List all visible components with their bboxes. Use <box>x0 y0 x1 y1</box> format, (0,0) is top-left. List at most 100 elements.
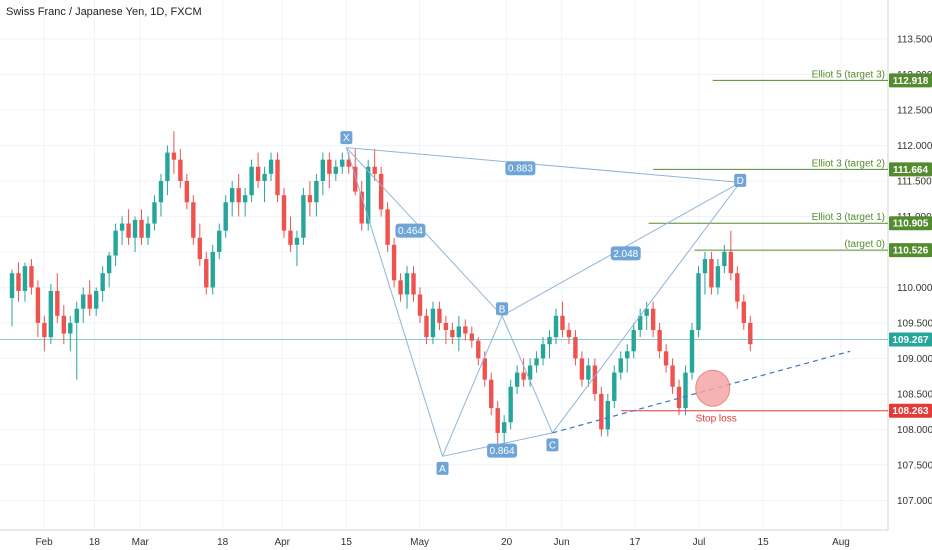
level-price-label: 112.918 <box>893 76 929 87</box>
candle-body <box>547 337 552 345</box>
pattern-point-label: B <box>499 304 506 315</box>
candle-body <box>229 188 235 203</box>
candle <box>61 305 67 345</box>
candle-body <box>501 422 507 433</box>
time-axis: Feb 18 Mar 18 Apr 15 May 20 Jun 17 Jul 15 Aug <box>35 537 849 548</box>
candle-body <box>55 290 60 316</box>
candle <box>68 315 73 352</box>
candle <box>126 209 131 245</box>
candle <box>262 166 267 203</box>
candle-body <box>702 259 708 274</box>
candle-body <box>204 259 209 288</box>
candle-body <box>644 308 649 316</box>
candle-body <box>320 159 326 181</box>
candle-body <box>566 330 572 338</box>
candle <box>22 262 28 302</box>
candle-body <box>184 180 190 203</box>
time-tick-label: 15 <box>758 537 770 548</box>
candle <box>650 301 656 338</box>
time-tick-label: May <box>410 537 429 548</box>
candle-body <box>61 315 67 334</box>
pattern-point-label: A <box>439 464 446 475</box>
candle <box>385 202 390 252</box>
level-price-badge <box>889 216 932 231</box>
candle-body <box>16 273 21 291</box>
price-tick-label: 110.000 <box>897 283 932 294</box>
candle-body <box>307 195 313 203</box>
price-tick-label: 109.000 <box>897 354 932 365</box>
candle <box>378 166 384 217</box>
candle <box>184 173 190 210</box>
level-label: Elliot 3 (target 1) <box>812 212 885 223</box>
candle <box>514 365 520 394</box>
candle <box>489 372 494 416</box>
candle <box>728 230 734 281</box>
level-price-label: 111.664 <box>893 165 928 176</box>
candle <box>81 287 86 323</box>
candle <box>644 301 649 330</box>
candle-body <box>9 273 15 299</box>
candle <box>670 358 675 394</box>
candle <box>715 259 721 295</box>
candle <box>236 173 241 217</box>
candle-body <box>223 202 228 231</box>
pattern-point-label: C <box>549 440 556 451</box>
candle-body <box>625 351 630 359</box>
candle <box>689 322 695 380</box>
candle <box>294 230 300 267</box>
candle-body <box>553 315 559 338</box>
level-price-badge <box>889 162 932 177</box>
price-tick-label: 108.000 <box>897 425 932 436</box>
candle <box>553 308 559 345</box>
ratio-label: 0.864 <box>490 446 515 457</box>
candle-body <box>171 152 177 160</box>
candle-body <box>288 230 293 245</box>
candle-body <box>48 290 54 338</box>
candle <box>450 322 455 345</box>
candle-body <box>728 251 734 274</box>
ratio-badge <box>395 223 426 238</box>
candle-body <box>463 326 468 334</box>
candle <box>87 280 92 316</box>
candle <box>35 280 41 338</box>
candle-body <box>301 195 306 238</box>
candle <box>547 330 552 359</box>
candle <box>735 266 740 309</box>
candle-body <box>372 166 377 174</box>
candle-body <box>560 315 565 330</box>
candle-body <box>152 202 157 224</box>
level-price-badge <box>889 403 932 418</box>
candle <box>404 266 410 309</box>
candle-body <box>579 358 585 380</box>
candle <box>229 180 235 217</box>
candle-body <box>443 322 449 330</box>
candle <box>696 266 701 338</box>
candle <box>424 308 429 345</box>
candle-body <box>450 330 455 338</box>
candle <box>540 337 546 366</box>
ratio-badge <box>610 246 641 261</box>
candle-body <box>139 220 144 238</box>
level-price-label: 110.526 <box>893 246 929 257</box>
candle <box>709 251 714 295</box>
candles <box>9 131 753 458</box>
candle-body <box>81 294 86 309</box>
candle <box>469 326 475 348</box>
candle <box>314 173 319 217</box>
candle-body <box>676 386 682 409</box>
candle-body <box>314 180 319 203</box>
candle <box>145 216 151 245</box>
candle <box>42 315 47 352</box>
pattern-line <box>552 182 741 434</box>
candle <box>702 251 708 295</box>
candle <box>430 301 436 345</box>
candle <box>566 322 572 345</box>
candle-body <box>340 159 345 167</box>
candle <box>560 301 565 338</box>
pattern-point-badge <box>734 173 747 187</box>
candle-body <box>417 294 423 316</box>
candle-body <box>521 372 526 380</box>
candle <box>456 315 462 352</box>
candle-body <box>573 337 578 359</box>
